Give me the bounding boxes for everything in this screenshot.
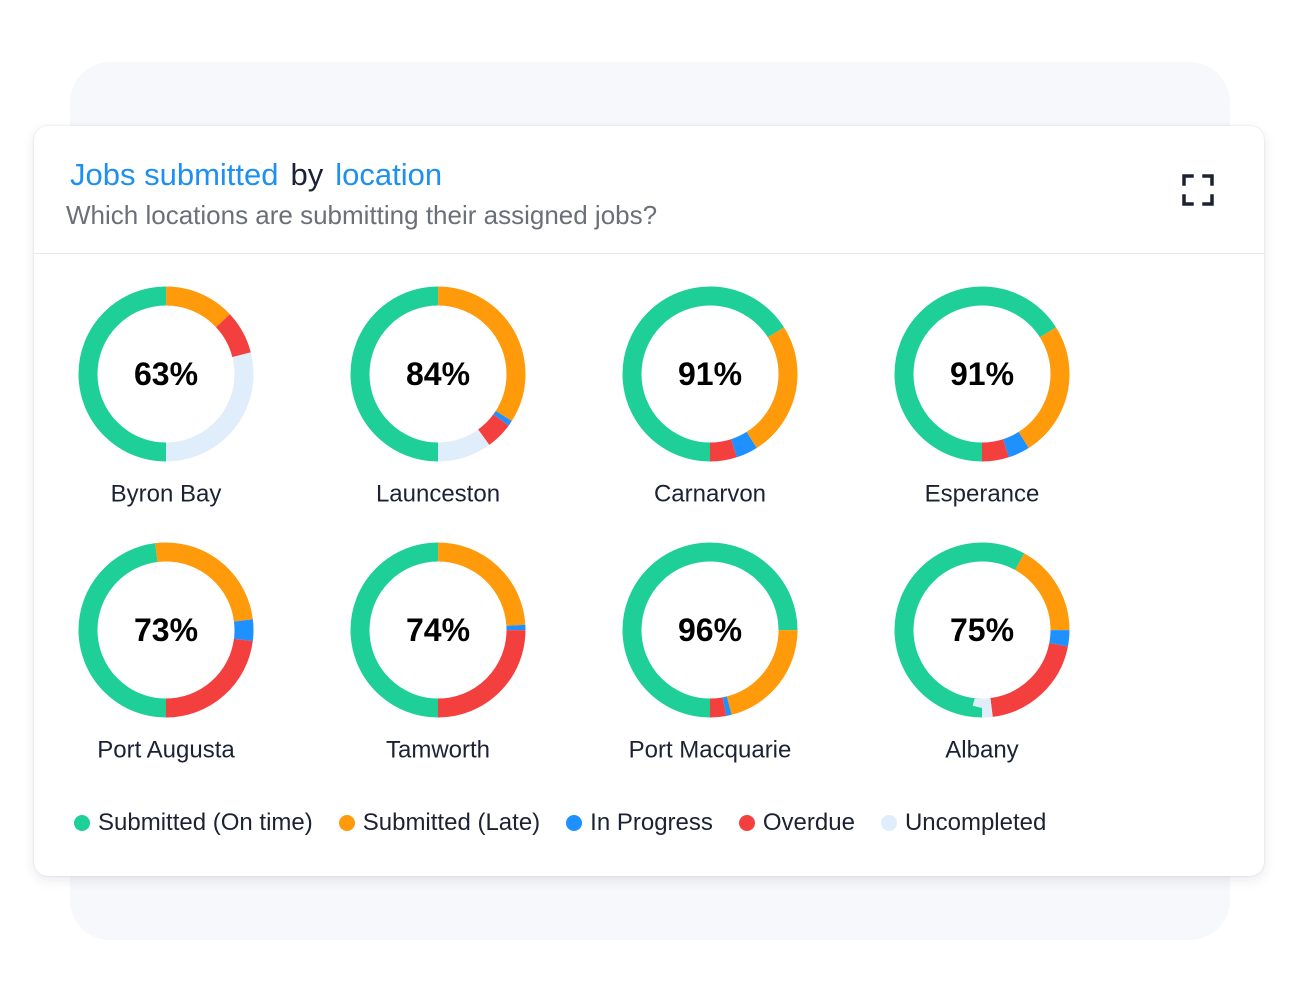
donut-albany[interactable]: 75% Albany <box>894 542 1070 764</box>
donut-segment-overdue[interactable] <box>622 542 798 718</box>
chart-legend: Submitted (On time) Submitted (Late) In Pr… <box>74 806 1072 840</box>
donut-segment-submitted-late[interactable] <box>622 286 798 462</box>
donut-segment-uncompleted[interactable] <box>350 286 526 462</box>
legend-swatch <box>566 815 583 831</box>
donut-segment-submitted-late[interactable] <box>350 286 526 462</box>
legend-label: In Progress <box>590 809 713 836</box>
donut-location-label: Port Macquarie <box>629 737 792 764</box>
legend-label: Overdue <box>762 809 855 836</box>
donut-segment-overdue[interactable] <box>622 286 798 462</box>
donut-location-label: Byron Bay <box>111 481 222 508</box>
donut-segment-overdue[interactable] <box>894 286 1070 462</box>
donut-location-label: Esperance <box>925 481 1040 508</box>
legend-item-submitted-late[interactable]: Submitted (Late) <box>338 809 541 837</box>
legend-item-overdue[interactable]: Overdue <box>738 809 855 837</box>
legend-item-uncompleted[interactable]: Uncompleted <box>880 809 1047 837</box>
donut-grid: 63% Byron Bay 84% Launceston 91% Carnarvon 91%… <box>34 254 1264 794</box>
donut-segment-submitted-late[interactable] <box>894 542 1070 718</box>
donut-percent-label: 73% <box>134 612 198 648</box>
donut-percent-label: 74% <box>406 612 470 648</box>
expand-icon[interactable] <box>1180 172 1216 208</box>
donut-location-label: Launceston <box>376 481 500 508</box>
title-dimension-link[interactable]: location <box>335 157 443 192</box>
donut-segment-uncompleted[interactable] <box>78 286 254 462</box>
donut-carnarvon[interactable]: 91% Carnarvon <box>622 286 798 508</box>
donut-port-macquarie[interactable]: 96% Port Macquarie <box>622 542 798 764</box>
donut-launceston[interactable]: 84% Launceston <box>350 286 526 508</box>
donut-percent-label: 96% <box>678 612 742 648</box>
donut-percent-label: 75% <box>950 612 1014 648</box>
legend-item-submitted-on-time[interactable]: Submitted (On time) <box>74 809 313 837</box>
donut-location-label: Albany <box>945 737 1018 764</box>
donut-esperance[interactable]: 91% Esperance <box>894 286 1070 508</box>
card-title: Jobs submitted by location <box>70 156 442 194</box>
title-metric-link[interactable]: Jobs submitted <box>70 157 279 192</box>
donut-percent-label: 91% <box>950 356 1014 392</box>
donut-segment-submitted-late[interactable] <box>894 286 1070 462</box>
donut-segment-overdue[interactable] <box>78 542 254 718</box>
legend-swatch <box>338 815 355 831</box>
legend-swatch <box>880 815 897 831</box>
legend-label: Uncompleted <box>904 809 1047 836</box>
title-connector: by <box>290 157 324 192</box>
legend-label: Submitted (Late) <box>362 809 541 836</box>
chart-card: Jobs submitted by location Which locations… <box>34 126 1264 876</box>
donut-port-augusta[interactable]: 73% Port Augusta <box>78 542 254 764</box>
donut-segment-overdue[interactable] <box>350 542 526 718</box>
donut-location-label: Port Augusta <box>97 737 235 764</box>
card-subtitle: Which locations are submitting their ass… <box>66 200 658 230</box>
donut-location-label: Carnarvon <box>654 481 766 508</box>
donut-percent-label: 63% <box>134 356 198 392</box>
legend-swatch <box>74 815 90 831</box>
donut-percent-label: 91% <box>678 356 742 392</box>
legend-swatch <box>738 815 755 831</box>
legend-label: Submitted (On time) <box>98 809 313 836</box>
legend-item-in-progress[interactable]: In Progress <box>566 809 713 837</box>
donut-location-label: Tamworth <box>386 737 490 764</box>
card-header: Jobs submitted by location Which locations… <box>34 126 1264 254</box>
donut-byron-bay[interactable]: 63% Byron Bay <box>78 286 254 508</box>
donut-segment-in-progress[interactable] <box>350 542 526 718</box>
donut-percent-label: 84% <box>406 356 470 392</box>
donut-segment-submitted-late[interactable] <box>78 542 254 718</box>
donut-tamworth[interactable]: 74% Tamworth <box>350 542 526 764</box>
donut-charts-svg: 63%Byron Bay84%Launceston91%Carnarvon91%… <box>78 286 1070 764</box>
donut-segment-uncompleted[interactable] <box>894 542 1070 718</box>
donut-segment-in-progress[interactable] <box>78 542 254 718</box>
